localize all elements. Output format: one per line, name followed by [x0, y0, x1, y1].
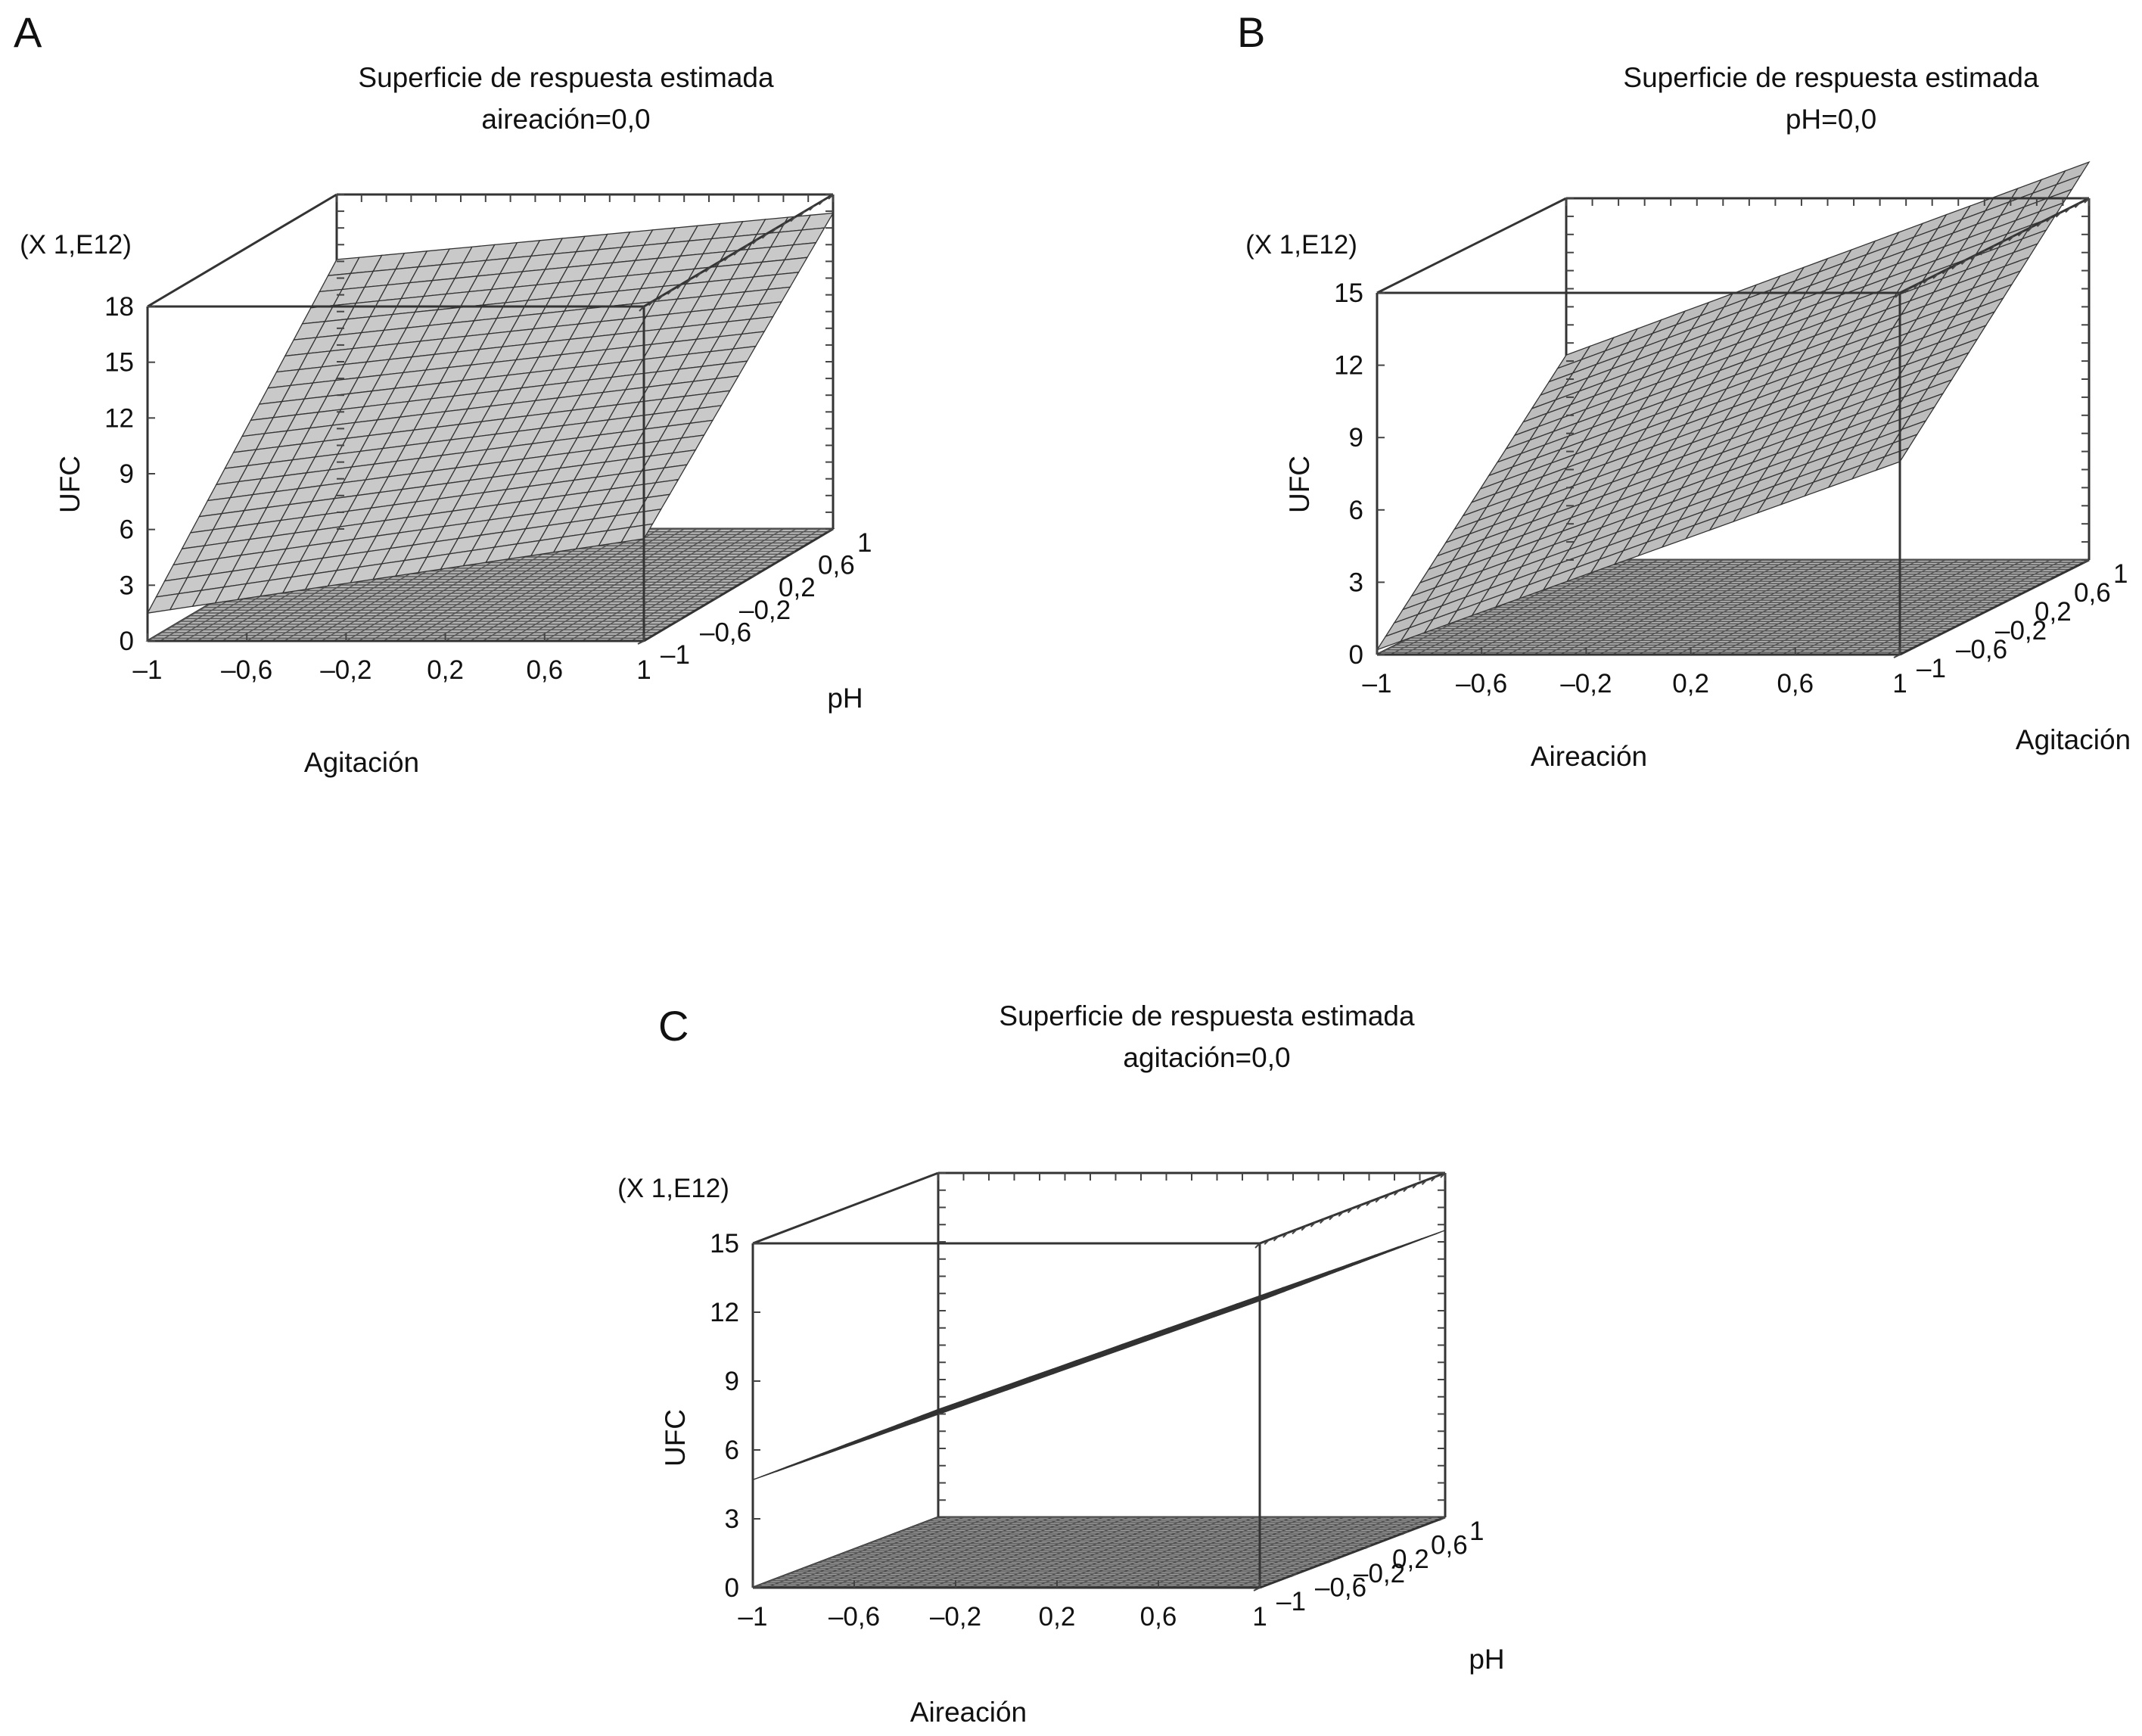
y-tick-label: 0,2 [1392, 1545, 1429, 1574]
z-tick-labels: 0 3 6 9 12 15 18 [104, 292, 155, 656]
x-tick-labels: –1 –0,6 –0,2 0,2 0,6 1 [1363, 647, 1907, 698]
edge-tickmarks [937, 1172, 1446, 1518]
chart-title: Superficie de respuesta estimada [999, 1000, 1415, 1031]
x-tick-label: 1 [636, 655, 651, 685]
z-tick-label: 12 [1334, 351, 1363, 381]
x-tick-label: 1 [1892, 669, 1907, 698]
panel-letter: B [1237, 8, 1265, 56]
z-tick-label: 3 [1349, 568, 1363, 597]
y-tick-label: 0,6 [2074, 578, 2111, 608]
z-tick-label: 0 [120, 627, 134, 656]
x-tick-label: 0,2 [1672, 669, 1709, 698]
z-tick-label: 3 [725, 1504, 739, 1534]
x-axis-label: Aireación [1531, 741, 1647, 772]
x-tick-label: –1 [133, 655, 163, 685]
edge-tickmarks [1565, 198, 2090, 561]
z-scale-label: (X 1,E12) [617, 1174, 729, 1203]
z-tick-label: 15 [710, 1229, 739, 1258]
y-tick-label: –1 [1917, 654, 1946, 683]
y-tick-label: –0,6 [700, 618, 751, 647]
y-tick-label: –0,6 [1956, 635, 2007, 664]
y-tick-label: 1 [1469, 1517, 1484, 1546]
y-tick-labels: –1 –0,6–0,20,20,61 [1893, 559, 2128, 683]
x-tick-labels: –1 –0,6 –0,2 0,2 0,6 1 [738, 1580, 1267, 1632]
panel-letter: C [658, 1002, 689, 1050]
y-tick-label: –0,2 [1995, 616, 2047, 646]
x-tick-label: –0,2 [930, 1602, 981, 1632]
z-tick-labels: 0 3 6 9 12 15 [1334, 278, 1385, 670]
chart-panel-c: C Superficie de respuesta estimada agitaci… [617, 1000, 1505, 1728]
z-tick-label: 12 [104, 403, 134, 433]
y-tick-label: –1 [1276, 1587, 1306, 1616]
x-tick-label: –0,2 [1560, 669, 1612, 698]
chart-title: Superficie de respuesta estimada [1623, 62, 2039, 93]
y-tick-label: –0,2 [739, 596, 791, 625]
response-surface [752, 1230, 1446, 1481]
y-tick-label: 1 [2113, 559, 2128, 589]
z-scale-label: (X 1,E12) [1245, 230, 1357, 260]
z-tick-label: 12 [710, 1298, 739, 1327]
chart-subtitle: agitación=0,0 [1123, 1042, 1290, 1073]
y-tick-label: 1 [857, 528, 872, 558]
z-scale-label: (X 1,E12) [20, 230, 132, 260]
z-tick-label: 3 [120, 571, 134, 600]
x-tick-label: –1 [1363, 669, 1392, 698]
z-tick-label: 15 [104, 348, 134, 378]
response-surface [1376, 160, 2091, 651]
z-tick-label: 6 [725, 1436, 739, 1465]
y-tick-label: –1 [661, 640, 690, 670]
x-tick-label: –0,6 [829, 1602, 880, 1632]
z-tick-label: 6 [120, 515, 134, 545]
floor-grid [752, 1517, 1446, 1588]
x-tick-label: –0,6 [1456, 669, 1507, 698]
z-tick-label: 15 [1334, 278, 1363, 308]
y-tick-label: 0,2 [2035, 597, 2072, 627]
z-tick-label: 9 [725, 1367, 739, 1396]
y-tick-label: 0,6 [818, 551, 855, 580]
x-tick-label: 0,6 [1140, 1602, 1177, 1632]
z-tick-label: 9 [120, 459, 134, 489]
z-axis-label: UFC [54, 456, 85, 513]
edge-tickmarks [336, 194, 834, 530]
x-tick-label: 0,2 [427, 655, 464, 685]
y-tick-label: –0,2 [1354, 1559, 1405, 1588]
x-tick-label: –1 [738, 1602, 768, 1632]
y-tick-label: –0,6 [1315, 1573, 1366, 1602]
x-tick-label: 0,6 [526, 655, 563, 685]
chart-panel-b: B Superficie de respuesta estimada pH=0,0 (… [1237, 8, 2131, 772]
z-axis-label: UFC [660, 1409, 691, 1467]
z-tick-label: 0 [1349, 640, 1363, 670]
response-surface [146, 212, 835, 614]
chart-title: Superficie de respuesta estimada [358, 62, 774, 93]
panel-letter: A [14, 8, 42, 56]
chart-panel-a: A Superficie de respuesta estimada aireaci… [14, 8, 872, 778]
x-tick-label: 1 [1252, 1602, 1267, 1632]
y-axis-label: pH [1469, 1644, 1504, 1675]
z-tick-label: 18 [104, 292, 134, 322]
x-tick-label: –0,2 [320, 655, 372, 685]
z-axis-label: UFC [1284, 456, 1315, 513]
chart-subtitle: aireación=0,0 [481, 104, 650, 135]
y-tick-label: 0,2 [779, 573, 816, 602]
x-tick-labels: –1 –0,6 –0,2 0,2 0,6 1 [133, 633, 651, 685]
x-axis-label: Aireación [910, 1697, 1027, 1728]
x-tick-label: 0,6 [1777, 669, 1814, 698]
z-tick-label: 6 [1349, 496, 1363, 525]
y-axis-label: pH [827, 683, 863, 714]
x-tick-label: 0,2 [1039, 1602, 1076, 1632]
chart-subtitle: pH=0,0 [1786, 104, 1876, 135]
y-tick-label: 0,6 [1431, 1531, 1468, 1560]
z-tick-labels: 0 3 6 9 12 15 [710, 1229, 760, 1603]
x-tick-label: –0,6 [221, 655, 272, 685]
z-tick-label: 9 [1349, 423, 1363, 453]
x-axis-label: Agitación [304, 747, 419, 778]
y-axis-label: Agitación [2016, 724, 2131, 755]
y-tick-labels: –1 –0,6–0,20,20,61 [637, 528, 872, 670]
z-tick-label: 0 [725, 1573, 739, 1603]
